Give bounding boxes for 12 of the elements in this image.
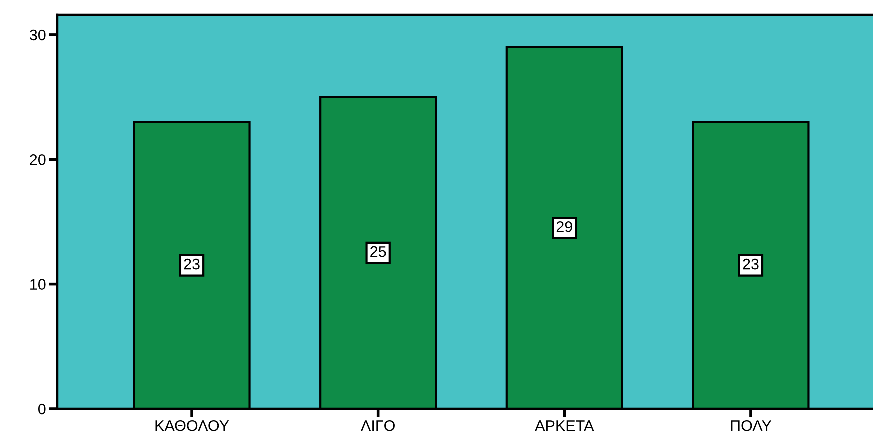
data-label: 29	[556, 221, 572, 232]
data-label: 23	[743, 258, 759, 270]
y-tick-label: 30	[30, 30, 46, 41]
x-tick-label: ΚΑΘΟΛΟΥ	[156, 420, 230, 432]
y-tick-label: 0	[38, 404, 46, 415]
x-tick-label: ΛΙΓΟ	[361, 420, 395, 432]
y-tick-label: 20	[30, 154, 46, 166]
data-label: 25	[370, 246, 386, 258]
x-tick-label: ΠΟΛΥ	[731, 420, 772, 432]
data-label: 23	[184, 258, 200, 270]
x-tick-label: ΑΡΚΕΤΑ	[535, 420, 594, 432]
y-tick-label: 10	[30, 279, 46, 290]
